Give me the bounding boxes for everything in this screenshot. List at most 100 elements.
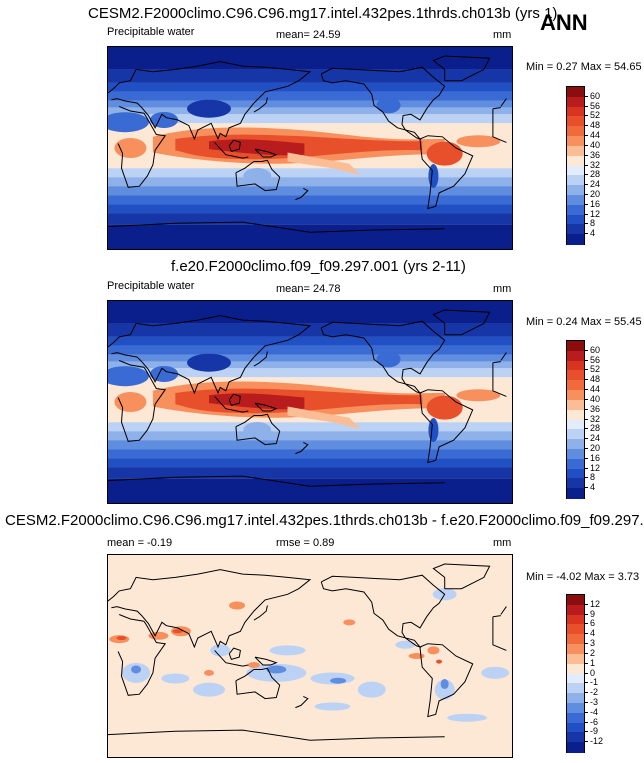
polar-field-band <box>108 301 512 324</box>
coastline <box>108 315 507 395</box>
colorbar-label: -6 <box>590 717 599 727</box>
coastline <box>295 187 309 201</box>
colorbar-label: 56 <box>590 101 601 111</box>
australia-dry <box>243 168 272 185</box>
colorbar-tick <box>584 96 588 97</box>
colorbar-tick <box>584 438 588 439</box>
colorbar-swatch <box>567 380 584 391</box>
diff-strong-positive <box>116 636 127 641</box>
colorbar-tick <box>584 155 588 156</box>
colorbar-tick <box>584 722 588 723</box>
coastline <box>419 643 474 718</box>
field-band <box>108 458 512 468</box>
coastline <box>235 159 281 192</box>
field-band <box>108 467 512 479</box>
panel-2-field-label: Precipitable water <box>107 280 195 292</box>
colorbar-label: 48 <box>590 374 601 384</box>
colorbar-swatch <box>567 390 584 401</box>
colorbar-swatch <box>567 96 584 108</box>
colorbar-swatch <box>567 468 584 479</box>
field-band <box>108 323 512 337</box>
diff-positive <box>204 669 214 676</box>
colorbar-swatch <box>567 604 584 616</box>
coastline <box>117 106 507 188</box>
colorbar-swatch <box>567 634 584 645</box>
sahara-dry <box>108 112 149 133</box>
panel-3-rmse: rmse = 0.89 <box>276 537 335 549</box>
diff-positive <box>229 601 246 610</box>
coastline <box>253 605 268 621</box>
field-band <box>108 107 512 115</box>
colorbar-tick <box>584 214 588 215</box>
diff-negative <box>434 679 455 700</box>
colorbar-label: 16 <box>590 453 601 463</box>
coastline <box>320 320 446 395</box>
colorbar-swatch <box>567 360 584 371</box>
colorbar-label: 36 <box>590 404 601 414</box>
colorbar-swatch <box>567 712 584 724</box>
panel-2-minmax: Min = 0.24 Max = 55.45 <box>526 316 642 328</box>
coastline <box>320 66 446 141</box>
colorbar-swatch <box>567 165 584 176</box>
na-west-dry <box>376 97 401 114</box>
colorbar-swatch <box>567 87 584 98</box>
field-band <box>108 422 512 432</box>
colorbar-label: 9 <box>590 609 596 619</box>
colorbar-swatch <box>567 693 584 704</box>
field-band <box>108 204 512 214</box>
panel-2-map <box>107 300 513 504</box>
colorbar-label: -12 <box>590 736 604 746</box>
colorbar-label: 4 <box>590 482 596 492</box>
colorbar-tick <box>584 125 588 126</box>
colorbar-swatch <box>567 722 584 733</box>
colorbar-swatch <box>567 214 584 225</box>
diff-negative <box>357 681 386 698</box>
congo-moist <box>114 392 147 412</box>
colorbar-label: 36 <box>590 150 601 160</box>
colorbar-tick <box>584 653 588 654</box>
colorbar-label: 44 <box>590 130 601 140</box>
coastline <box>432 563 491 590</box>
colorbar-swatch <box>567 234 584 245</box>
colorbar-tick <box>584 233 588 234</box>
diff-positive <box>343 619 356 626</box>
colorbar-swatch <box>567 145 584 157</box>
colorbar-tick <box>584 712 588 713</box>
coastline <box>432 55 491 82</box>
colorbar-label: -4 <box>590 707 599 717</box>
diff-strong-negative <box>330 677 347 684</box>
panel-2-colorbar <box>566 340 585 499</box>
colorbar-tick <box>584 106 588 107</box>
colorbar-tick <box>584 663 588 664</box>
coastline <box>108 569 507 649</box>
field-band <box>108 213 512 225</box>
tibet-dry <box>187 99 231 118</box>
colorbar-swatch <box>567 224 584 235</box>
colorbar-label: 1 <box>590 658 596 668</box>
field-band <box>108 195 512 205</box>
colorbar-tick <box>584 731 588 732</box>
field-band <box>108 168 512 178</box>
australia-dry <box>243 422 272 439</box>
colorbar-swatch <box>567 175 584 186</box>
colorbar-swatch <box>567 439 584 450</box>
colorbar-label: 60 <box>590 345 601 355</box>
colorbar-label: 2 <box>590 648 596 658</box>
amazon-moist <box>426 395 463 420</box>
colorbar-swatch <box>567 702 584 714</box>
colorbar-label: 8 <box>590 472 596 482</box>
colorbar-tick <box>584 428 588 429</box>
colorbar-tick <box>584 184 588 185</box>
diff-zone <box>190 599 430 624</box>
colorbar-tick <box>584 174 588 175</box>
colorbar-swatch <box>567 419 584 430</box>
colorbar-tick <box>584 604 588 605</box>
colorbar-swatch <box>567 429 584 440</box>
diff-negative <box>161 673 190 684</box>
colorbar-tick <box>584 223 588 224</box>
colorbar-label: 16 <box>590 199 601 209</box>
colorbar-tick <box>584 194 588 195</box>
coastline <box>108 221 445 233</box>
colorbar-swatch <box>567 595 584 606</box>
panel-2-mean: mean= 24.78 <box>276 283 341 295</box>
